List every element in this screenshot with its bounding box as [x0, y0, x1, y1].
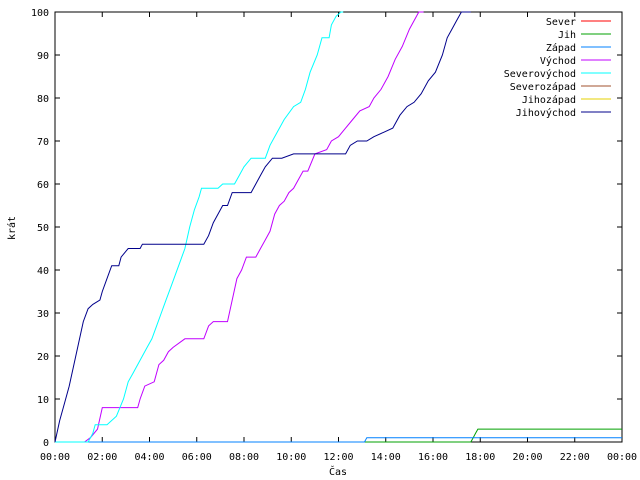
series-line-západ: [55, 437, 622, 443]
x-tick-label: 06:00: [182, 452, 212, 463]
legend-label: Jihovýchod: [516, 107, 576, 119]
y-tick-label: 50: [37, 223, 49, 234]
x-tick-label: 00:00: [40, 452, 70, 463]
legend-label: Východ: [540, 55, 576, 67]
legend: Sever JihZápadVýchodSeverovýchodSeverozáp…: [504, 17, 611, 119]
x-axis-label: Čas: [329, 465, 347, 478]
x-tick-label: 20:00: [512, 452, 542, 463]
legend-label: Severovýchod: [504, 68, 576, 80]
x-tick-label: 04:00: [134, 452, 164, 463]
y-axis-ticks: 0 10 20 30 40 50 60 70 80 90 100: [31, 8, 622, 449]
legend-label: Jih: [558, 30, 576, 41]
legend-label: Severozápad: [510, 81, 576, 93]
x-tick-label: 16:00: [418, 452, 448, 463]
y-tick-label: 0: [43, 438, 49, 449]
x-tick-label: 02:00: [87, 452, 117, 463]
x-tick-label: 08:00: [229, 452, 259, 463]
series-line-východ: [55, 11, 424, 443]
legend-label: Západ: [546, 42, 576, 54]
x-tick-label: 22:00: [560, 452, 590, 463]
x-tick-label: 14:00: [371, 452, 401, 463]
y-tick-label: 100: [31, 8, 49, 19]
x-tick-label: 18:00: [465, 452, 495, 463]
legend-label: Jihozápad: [522, 94, 576, 106]
x-tick-label: 10:00: [276, 452, 306, 463]
series-line-severovýchod: [55, 11, 344, 443]
y-tick-label: 70: [37, 137, 49, 148]
x-axis-ticks: 00:00 02:00 04:00 06:00 08:00 10:00 12:00 14:00…: [40, 12, 637, 463]
legend-label: Sever: [546, 17, 576, 28]
series-line-jihovýchod: [54, 11, 471, 443]
x-tick-label: 12:00: [323, 452, 353, 463]
series-lines: [54, 11, 622, 443]
y-tick-label: 90: [37, 51, 49, 62]
y-tick-label: 40: [37, 266, 49, 277]
x-tick-label: 00:00: [607, 452, 637, 463]
y-tick-label: 60: [37, 180, 49, 191]
y-tick-label: 30: [37, 309, 49, 320]
y-tick-label: 10: [37, 395, 49, 406]
y-axis-label: krát: [6, 216, 18, 240]
y-tick-label: 80: [37, 94, 49, 105]
series-line-jih: [55, 428, 622, 443]
y-tick-label: 20: [37, 352, 49, 363]
